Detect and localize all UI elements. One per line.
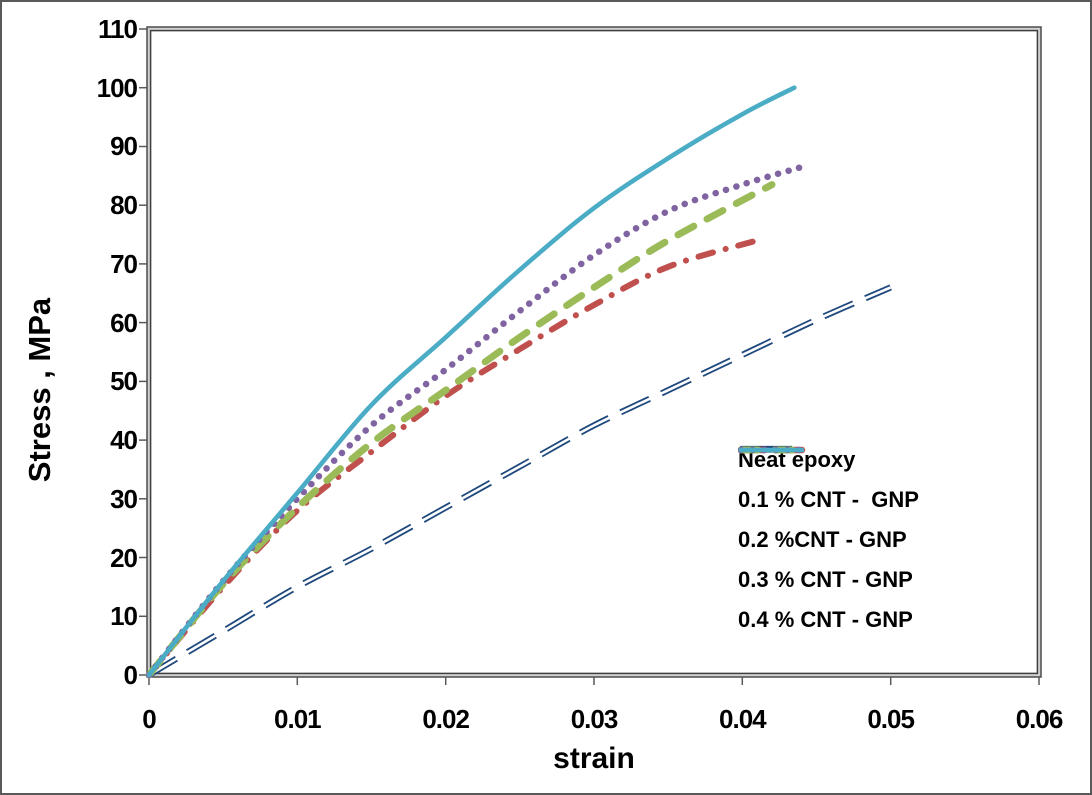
series-path-1 xyxy=(146,237,761,678)
series-path-0 xyxy=(148,286,892,677)
y-tick-label: 20 xyxy=(110,542,138,573)
y-tick-label: 50 xyxy=(110,366,138,397)
y-tick-label: 30 xyxy=(110,483,138,514)
y-tick-label: 0 xyxy=(123,660,138,690)
series-path-2 xyxy=(145,181,776,679)
plot-frame-light xyxy=(147,27,1041,677)
legend-item-4: 0.4 % CNT - GNP xyxy=(738,447,919,640)
y-tick-label: 90 xyxy=(110,131,138,162)
y-tick-label: 10 xyxy=(110,601,138,632)
plot-frame-inner xyxy=(149,29,1039,675)
y-tick-label: 70 xyxy=(110,248,138,279)
y-tick-label: 60 xyxy=(110,307,138,338)
legend-label: 0.3 % CNT - GNP xyxy=(738,567,913,592)
y-tick-label: 100 xyxy=(96,72,138,103)
y-tick-label: 110 xyxy=(98,14,138,44)
x-tick-label: 0.05 xyxy=(867,704,915,734)
series-path-4 xyxy=(146,85,797,678)
x-axis-title: strain xyxy=(553,742,635,775)
legend-label: 0.1 % CNT - GNP xyxy=(738,487,919,512)
y-tick-label: 80 xyxy=(110,190,138,221)
legend-item-2: 0.2 %CNT - GNP xyxy=(738,446,919,560)
legend-label: 0.4 % CNT - GNP xyxy=(738,607,913,632)
legend-item-3: 0.3 % CNT - GNP xyxy=(738,446,919,600)
x-tick-label: 0 xyxy=(142,704,156,734)
legend-item-1: 0.1 % CNT - GNP xyxy=(738,446,919,520)
y-axis-title: Stress , MPa xyxy=(22,297,57,483)
legend-sample-line-4 xyxy=(738,447,805,453)
legend-label: 0.2 %CNT - GNP xyxy=(738,527,907,552)
x-tick-label: 0.02 xyxy=(422,704,470,734)
x-tick-label: 0.01 xyxy=(274,704,322,734)
x-tick-label: 0.04 xyxy=(719,704,767,734)
series-path-3 xyxy=(145,163,805,679)
x-tick-label: 0.03 xyxy=(570,704,619,734)
x-tick-label: 0.06 xyxy=(1015,704,1064,734)
legend: Neat epoxy 0.1 % CNT - GNP 0.2 %CNT - GNP 0… xyxy=(738,440,919,640)
y-tick-label: 40 xyxy=(110,425,138,456)
